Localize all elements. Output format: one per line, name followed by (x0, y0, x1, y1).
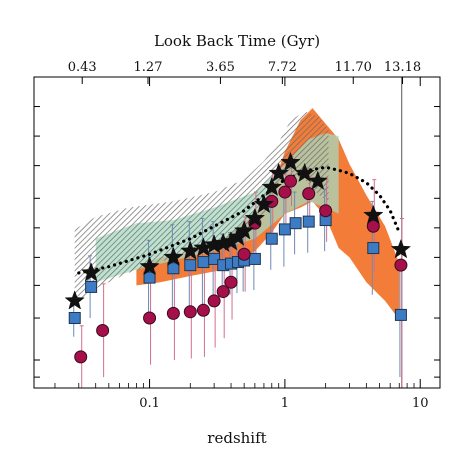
square-marker (394, 308, 407, 321)
star-marker (307, 170, 328, 190)
star-marker (280, 151, 301, 172)
circle-marker (74, 350, 88, 364)
circle-marker (283, 174, 297, 188)
circle-marker (183, 305, 197, 319)
dotted-curve-layer (77, 165, 401, 275)
x-tick-label: 10 (412, 396, 429, 411)
square-marker (167, 262, 180, 275)
square-marker (248, 252, 261, 265)
top-axis-label: Look Back Time (Gyr) (154, 32, 320, 50)
x-tick-label: 1 (281, 396, 289, 411)
top-tick-label: 0.43 (68, 60, 97, 75)
circle-marker (216, 285, 230, 299)
circle-marker (237, 247, 251, 261)
top-tick-label: 13.18 (384, 60, 421, 75)
star-marker (390, 238, 412, 259)
square-marker (197, 256, 210, 269)
star-marker (244, 207, 266, 228)
circle-marker (394, 258, 408, 272)
markers-layer (64, 151, 412, 364)
ticks-layer: 0.1 1 10 0.43 1.27 3.65 7.72 11.70 13.18 (34, 60, 440, 411)
square-marker (265, 232, 278, 245)
square-marker (302, 215, 315, 228)
star-marker (163, 246, 184, 267)
star-marker (294, 162, 315, 183)
band-hatched (74, 111, 329, 304)
top-tick-label: 1.27 (134, 60, 163, 75)
circle-marker (278, 185, 292, 199)
x-tick-label: 0.1 (139, 396, 160, 411)
star-marker (253, 193, 275, 214)
square-marker (143, 271, 156, 284)
star-marker (80, 262, 102, 282)
square-marker (289, 217, 302, 230)
circle-marker (96, 323, 110, 337)
square-marker (367, 242, 380, 255)
square-marker (208, 252, 221, 265)
dotted-model-curve (77, 165, 401, 275)
star-marker (233, 220, 255, 240)
top-tick-label: 7.72 (268, 60, 297, 75)
circle-marker (302, 187, 316, 201)
star-marker (139, 255, 160, 276)
square-marker (278, 223, 291, 236)
circle-marker (319, 204, 333, 218)
square-marker (184, 259, 197, 272)
star-marker (363, 204, 384, 225)
circle-marker (143, 311, 157, 325)
top-tick-label: 3.65 (206, 60, 235, 75)
circle-marker (196, 303, 210, 317)
top-tick-label: 11.70 (335, 60, 372, 75)
circle-marker (166, 306, 180, 320)
star-marker (268, 162, 289, 183)
star-marker (64, 290, 85, 310)
square-marker (68, 312, 81, 325)
circle-marker (366, 219, 380, 233)
square-marker (85, 280, 98, 293)
plot-frame (33, 76, 441, 389)
circle-marker (224, 275, 238, 289)
x-axis-label: redshift (207, 429, 266, 447)
circle-marker (207, 294, 221, 308)
star-marker (261, 176, 282, 197)
